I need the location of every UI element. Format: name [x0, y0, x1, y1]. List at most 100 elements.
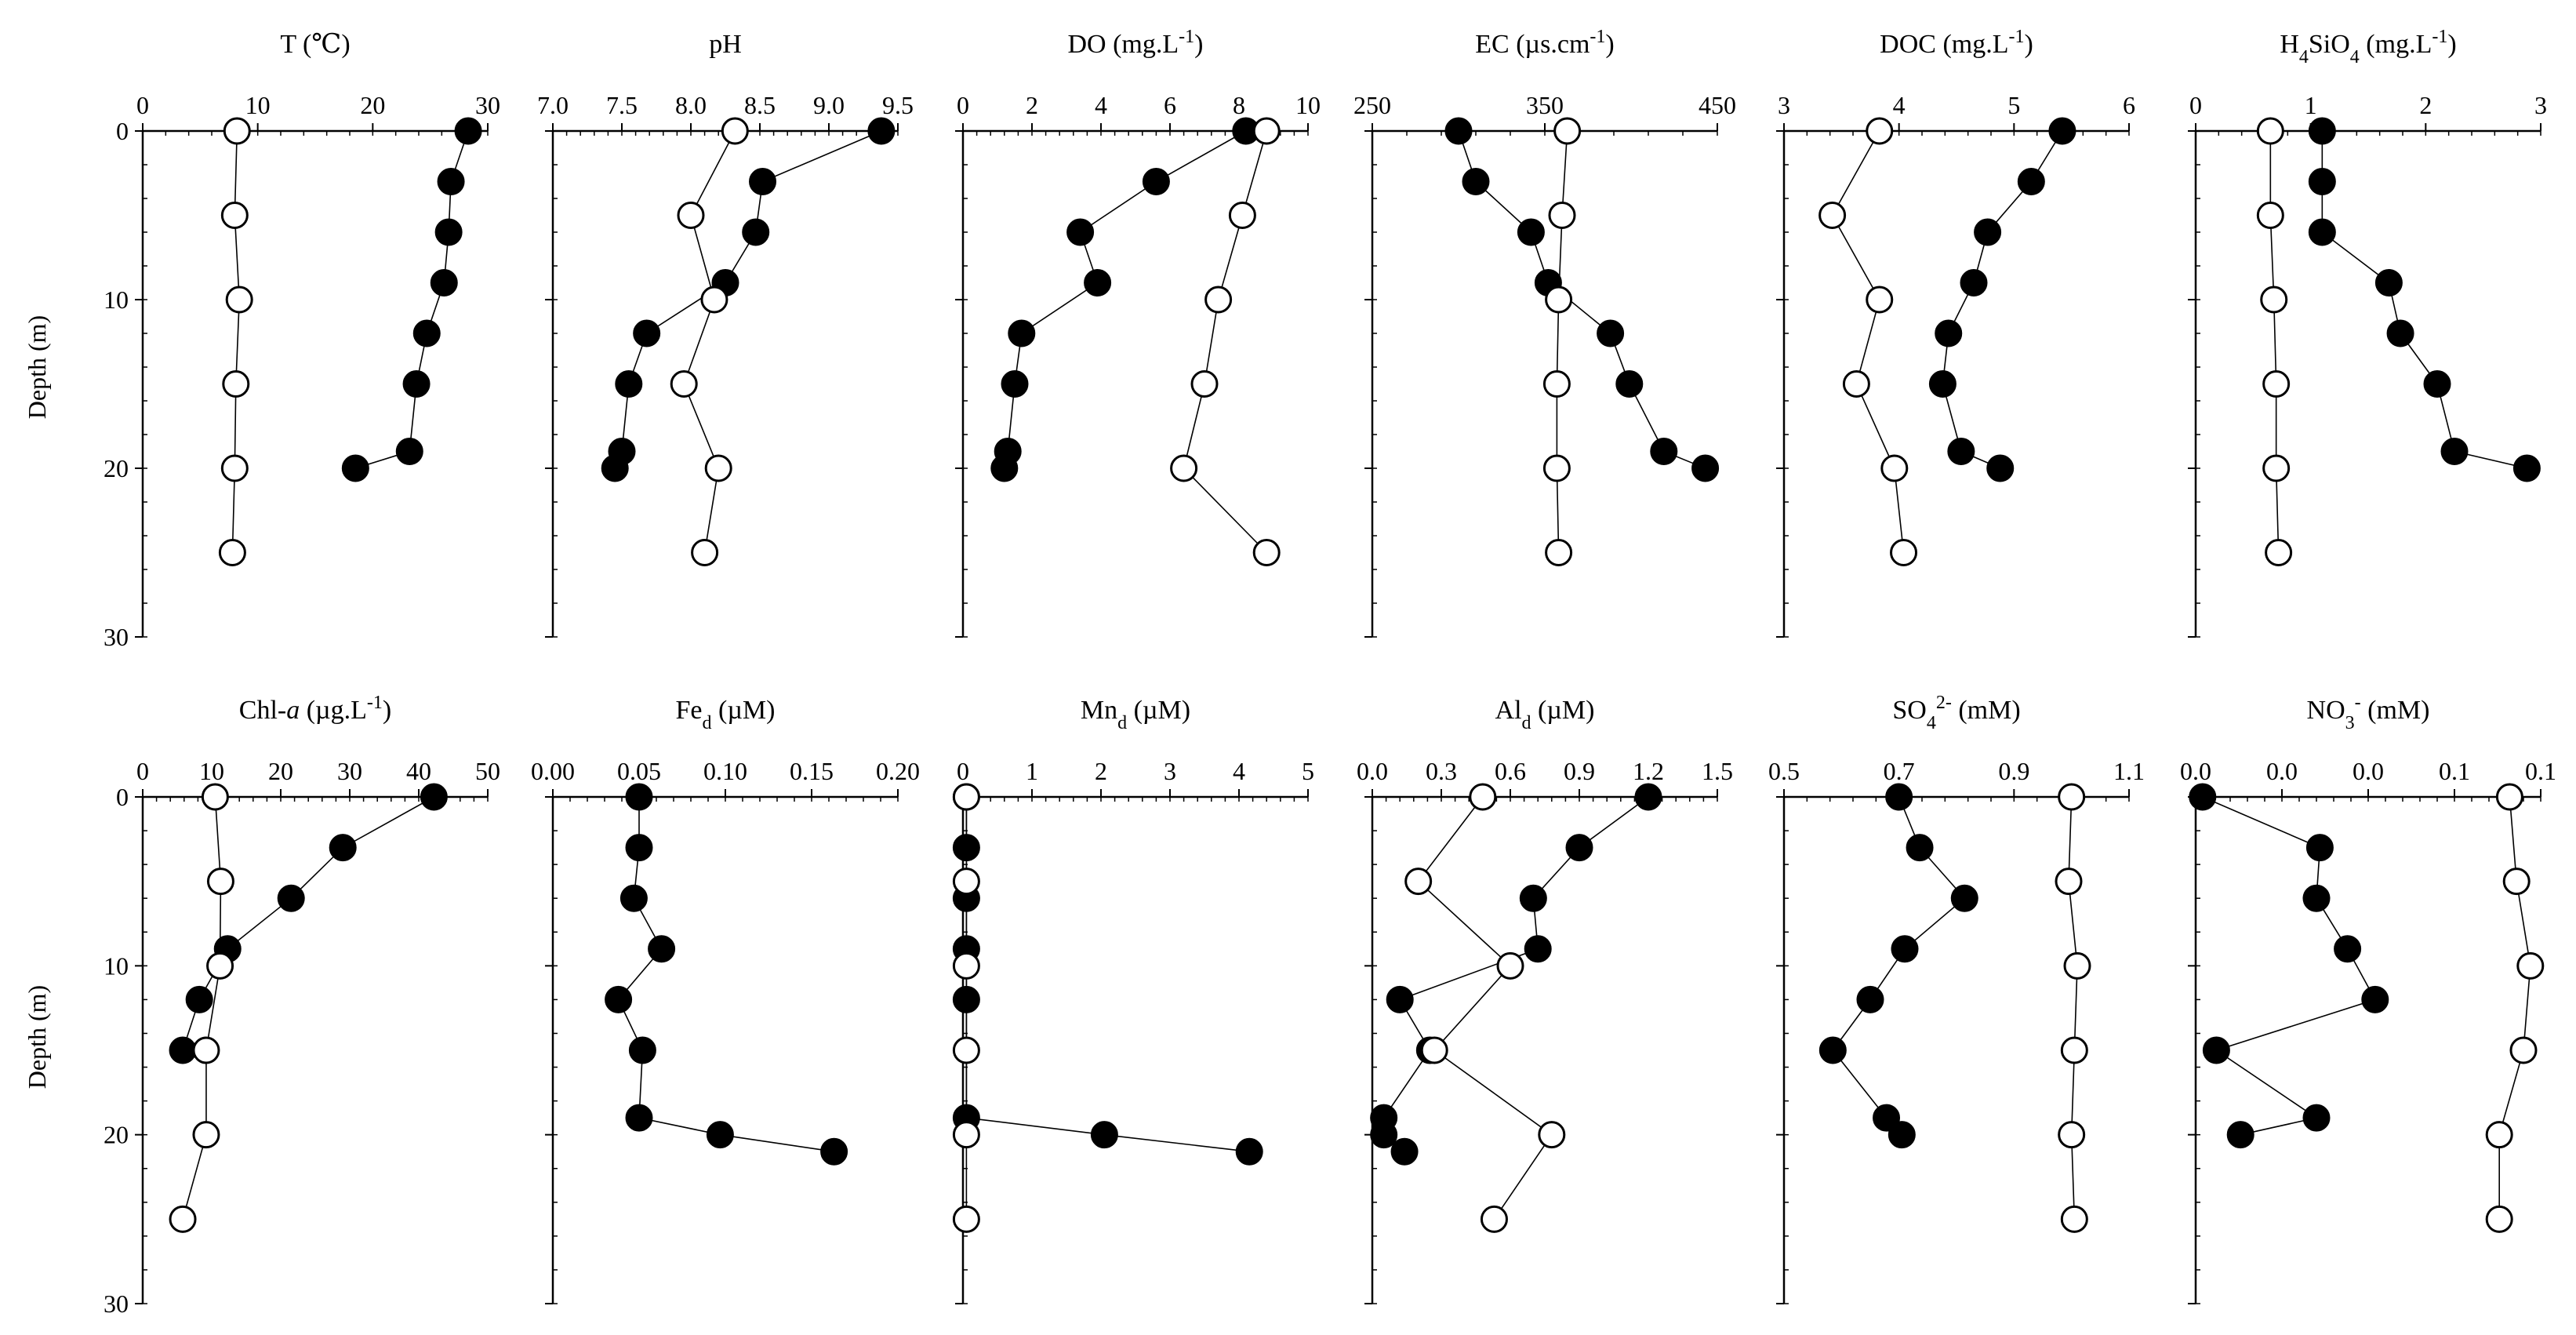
x-tick-label: 0 [136, 757, 149, 785]
data-point-filled [1444, 117, 1473, 145]
data-point-filled [749, 168, 777, 195]
x-tick-label: 2 [2419, 91, 2432, 119]
data-point-filled [2308, 117, 2336, 145]
x-tick-label: 0.0 [1357, 757, 1388, 785]
data-point-open [169, 1205, 197, 1233]
data-point-open [691, 539, 719, 566]
data-point-filled [1370, 1121, 1398, 1149]
panel-T: 0 10 20 30 0 10 20 30 T (℃) [104, 30, 500, 651]
data-point-filled [2512, 454, 2541, 482]
x-tick-label: 0.7 [1884, 757, 1915, 785]
x-tick-label: 3 [2534, 91, 2547, 119]
data-point-filled [1524, 935, 1552, 963]
data-point-filled [820, 1137, 848, 1166]
panel-Chl-a: 0 10 20 30 40 50 0 10 20 30 Chl-a (µg.L-1) [104, 693, 500, 1318]
data-point-open [721, 117, 749, 145]
data-point-filled [2017, 168, 2045, 195]
data-point-open [952, 868, 980, 896]
data-point-open [1496, 951, 1524, 980]
data-point-filled [1650, 438, 1678, 465]
data-point-filled [742, 218, 770, 246]
x-tick-label: 9.0 [813, 91, 845, 119]
data-point-open [1545, 539, 1573, 566]
data-point-filled [1928, 370, 1957, 398]
y-tick-label: 30 [104, 623, 129, 651]
panel-title: DOC (mg.L-1) [1880, 27, 2033, 59]
data-point-open [220, 202, 249, 229]
panel-title: Ald (µM) [1495, 696, 1595, 733]
series-line-open [2498, 796, 2531, 1220]
data-point-filled [1001, 370, 1029, 398]
data-point-filled [605, 985, 633, 1013]
data-point-open [2058, 783, 2086, 811]
y-axis-label-top: Depth (m) [23, 315, 51, 419]
x-tick-label: 1 [1026, 757, 1038, 785]
panel-Fed: 0.00 0.05 0.10 0.15 0.20 Fed (µM) [531, 696, 920, 1304]
data-point-open [220, 454, 249, 482]
data-point-filled [1885, 783, 1913, 811]
series-line-open [2269, 131, 2280, 553]
x-tick-label: 0.9 [1998, 757, 2029, 785]
y-tick-label: 0 [116, 117, 129, 145]
y-tick-label: 20 [104, 454, 129, 482]
x-tick-label: 10 [245, 91, 271, 119]
x-tick-label: 0.5 [1768, 757, 1800, 785]
data-point-open [704, 454, 732, 482]
x-tick-label: 1.1 [2113, 757, 2145, 785]
data-point-filled [2202, 1036, 2230, 1064]
data-point-open [1890, 539, 1918, 566]
x-tick-label: 0.10 [703, 757, 747, 785]
data-point-open [1190, 370, 1219, 398]
data-point-filled [2305, 834, 2334, 862]
data-point-filled [1906, 834, 1934, 862]
x-tick-label: 20 [360, 91, 385, 119]
panel-title: DO (mg.L-1) [1068, 27, 1204, 59]
x-tick-label: 7.0 [537, 91, 569, 119]
data-point-filled [1615, 370, 1644, 398]
data-point-filled [2423, 370, 2451, 398]
data-point-filled [434, 218, 463, 246]
panel-H4SiO4: 0 1 2 3 H4SiO4 (mg.L-1) [2188, 27, 2547, 638]
series-line-open [1831, 130, 1905, 553]
data-point-open [2260, 286, 2288, 314]
data-point-open [2256, 117, 2284, 145]
panel-title: NO3- (mM) [2307, 693, 2430, 733]
panel-DOC: 3 4 5 6 DOC (mg.L-1) [1776, 27, 2135, 638]
panel-NO3: 0.0 0.0 0.0 0.1 0.1 NO3- (mM) [2180, 693, 2556, 1304]
data-point-open [952, 1205, 980, 1233]
x-tick-label: 10 [199, 757, 224, 785]
x-tick-label: 0.20 [876, 757, 920, 785]
data-point-filled [395, 438, 423, 465]
data-point-filled [2226, 1121, 2254, 1149]
y-axis-label-bottom: Depth (m) [23, 985, 51, 1089]
x-tick-label: 4 [1893, 91, 1906, 119]
x-tick-label: 30 [475, 91, 500, 119]
y-tick-label: 0 [116, 783, 129, 811]
x-tick-label: 8.0 [675, 91, 707, 119]
data-point-filled [2189, 783, 2217, 811]
data-point-filled [628, 1036, 656, 1064]
data-point-filled [2308, 168, 2336, 195]
data-point-filled [952, 985, 980, 1013]
data-point-open [2058, 1121, 2086, 1149]
data-point-open [2055, 868, 2083, 896]
data-point-filled [633, 319, 661, 347]
y-tick-label: 10 [104, 286, 129, 314]
data-point-filled [454, 117, 482, 145]
data-point-filled [1691, 454, 1720, 482]
x-tick-label: 6 [1164, 91, 1176, 119]
data-point-open [2060, 1036, 2088, 1064]
panel-SO4: 0.5 0.7 0.9 1.1 SO42- (mM) [1768, 693, 2145, 1304]
data-point-open [2485, 1205, 2513, 1233]
data-point-open [670, 370, 698, 398]
data-point-open [1548, 202, 1576, 229]
x-tick-label: 8.5 [744, 91, 776, 119]
data-point-open [2256, 202, 2284, 229]
series-line-open [182, 796, 222, 1220]
data-point-filled [1090, 1121, 1118, 1149]
y-tick-label: 30 [104, 1290, 129, 1318]
data-point-filled [615, 370, 643, 398]
panel-Ald: 0.0 0.3 0.6 0.9 1.2 1.5 Ald (µM) [1357, 696, 1733, 1304]
x-tick-label: 0.0 [2353, 757, 2384, 785]
data-point-filled [430, 269, 458, 296]
